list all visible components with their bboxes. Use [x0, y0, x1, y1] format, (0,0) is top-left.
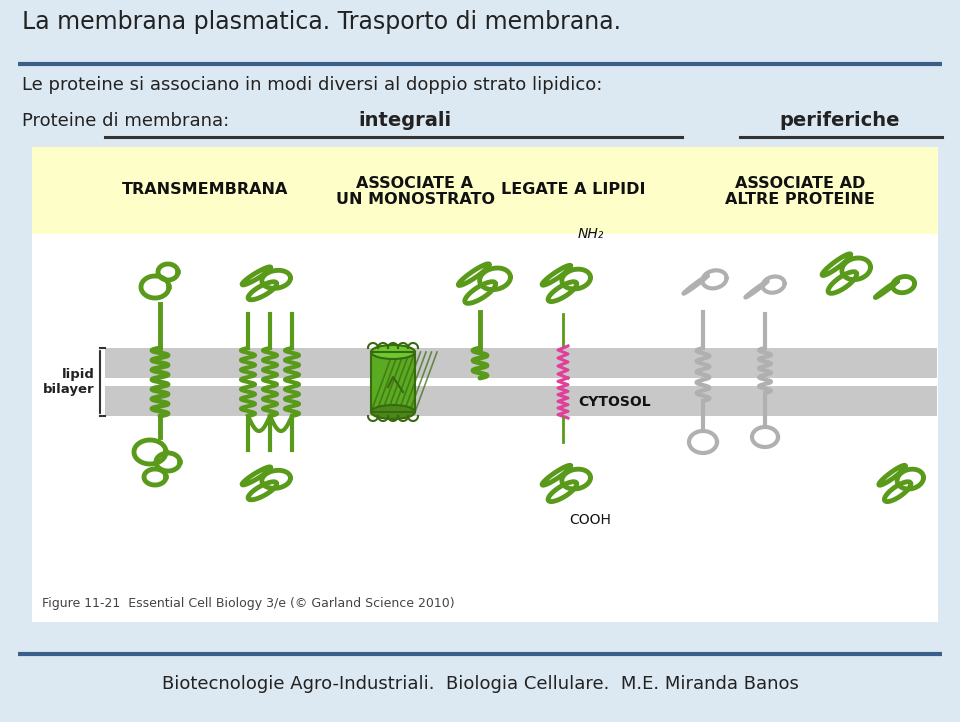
Bar: [105, 348, 937, 378]
Text: Proteine di membrana:: Proteine di membrana:: [22, 112, 229, 130]
Bar: [105, 386, 937, 416]
Text: COOH: COOH: [569, 513, 611, 527]
Text: NH₂: NH₂: [578, 227, 605, 241]
Text: integrali: integrali: [358, 111, 451, 131]
Text: LEGATE A LIPIDI: LEGATE A LIPIDI: [501, 181, 645, 196]
Bar: [371, 352, 415, 412]
Bar: [371, 352, 415, 412]
Bar: [32, 234, 938, 622]
Ellipse shape: [371, 405, 415, 419]
Ellipse shape: [371, 345, 415, 359]
Text: TRANSMEMBRANA: TRANSMEMBRANA: [122, 181, 288, 196]
Text: CYTOSOL: CYTOSOL: [579, 395, 651, 409]
Text: Biotecnologie Agro-Industriali.  Biologia Cellulare.  M.E. Miranda Banos: Biotecnologie Agro-Industriali. Biologia…: [161, 675, 799, 693]
Text: ASSOCIATE A: ASSOCIATE A: [356, 175, 473, 191]
Bar: [32, 147, 938, 234]
Text: ALTRE PROTEINE: ALTRE PROTEINE: [725, 191, 875, 206]
Text: ASSOCIATE AD: ASSOCIATE AD: [734, 175, 865, 191]
Text: Le proteine si associano in modi diversi al doppio strato lipidico:: Le proteine si associano in modi diversi…: [22, 76, 602, 94]
Text: Figure 11-21  Essential Cell Biology 3/e (© Garland Science 2010): Figure 11-21 Essential Cell Biology 3/e …: [42, 597, 455, 610]
Text: La membrana plasmatica. Trasporto di membrana.: La membrana plasmatica. Trasporto di mem…: [22, 10, 621, 34]
Text: lipid
bilayer: lipid bilayer: [43, 368, 95, 396]
Text: periferiche: periferiche: [780, 111, 900, 131]
Text: UN MONOSTRATO: UN MONOSTRATO: [335, 191, 494, 206]
